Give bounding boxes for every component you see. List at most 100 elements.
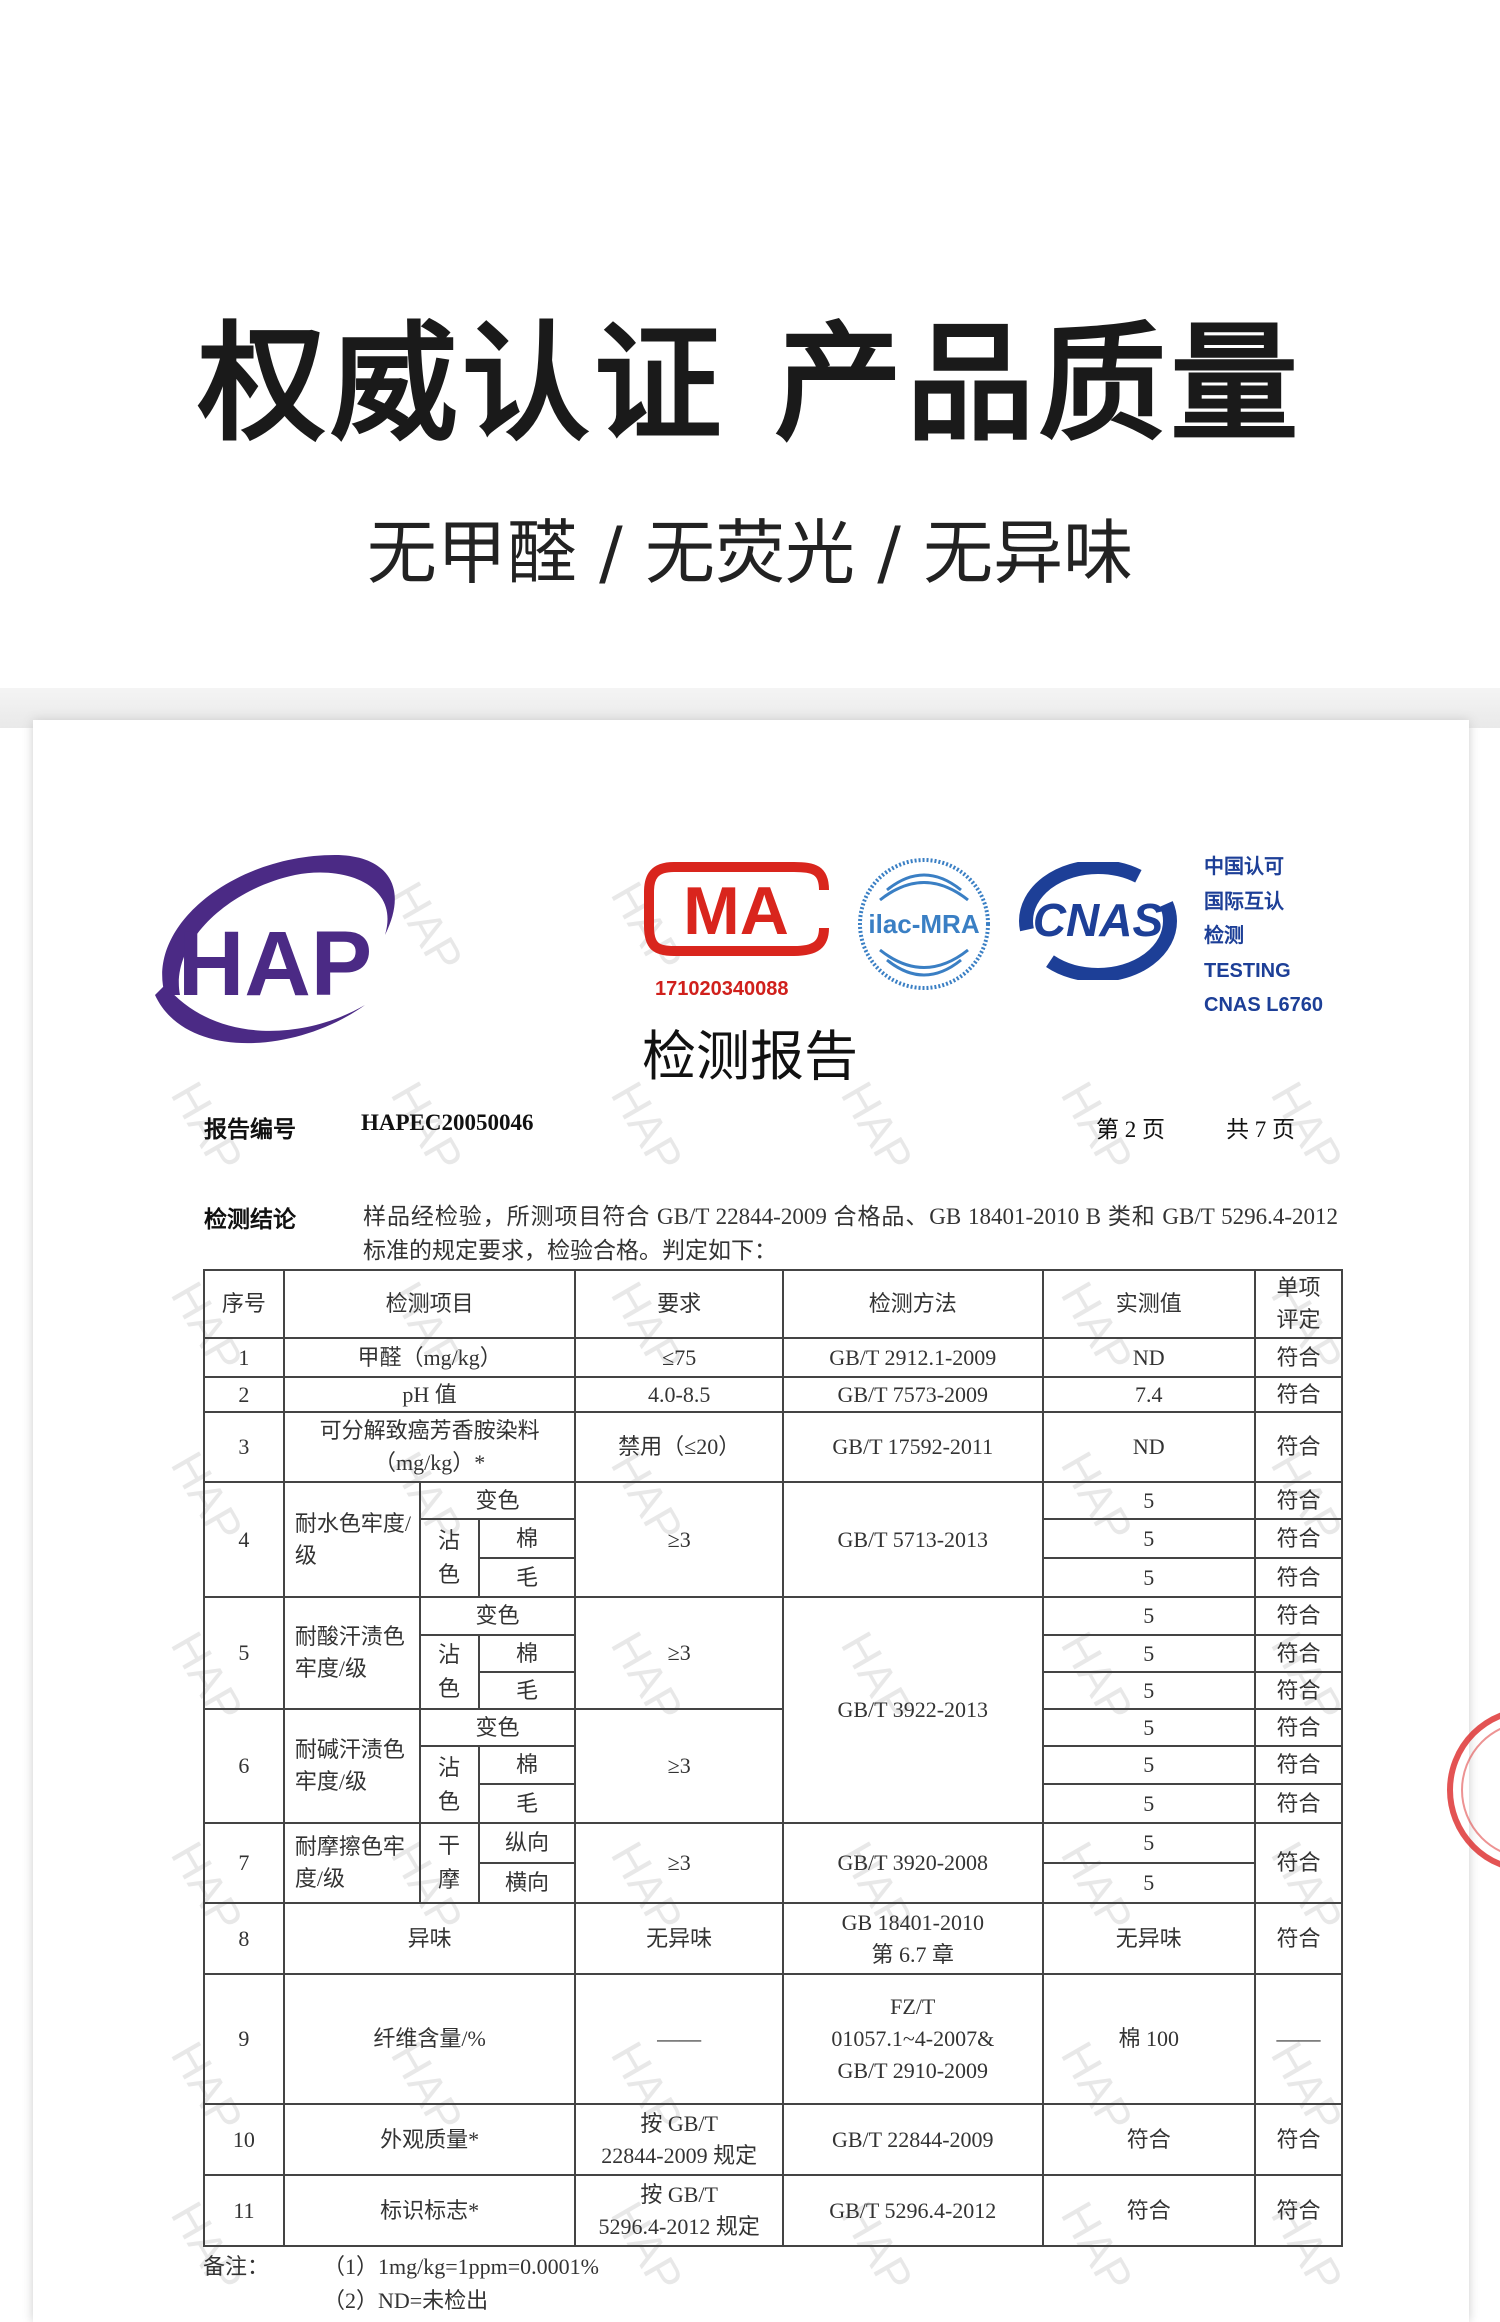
cell-sub: 纵向 — [477, 1822, 577, 1864]
cell-req: 4.0-8.5 — [574, 1376, 784, 1413]
cell-value: 5 — [1041, 1783, 1257, 1824]
table-row: 沾色棉 5 符合 — [204, 1745, 1343, 1824]
table-row: 沾色棉 5 符合 — [204, 1634, 1343, 1710]
cell-verdict: 符合 — [1254, 1337, 1343, 1378]
cell-value: ND — [1041, 1411, 1257, 1483]
conclusion-label: 检测结论 — [204, 1207, 296, 1232]
cell-item: 可分解致癌芳香胺染料 （mg/kg）* — [282, 1411, 577, 1483]
table-row: 毛 5 符合 — [204, 1783, 1343, 1824]
method-line: 第 6.7 章 — [871, 1941, 955, 1967]
table-row: 11 标识标志* 按 GB/T 5296.4-2012 规定 GB/T 5296.4-2… — [203, 2174, 1343, 2247]
req-line: 22844-2009 规定 — [601, 2142, 758, 2168]
cell-verdict: 符合 — [1254, 1557, 1343, 1598]
cell-no: 4 — [203, 1481, 285, 1598]
header-req: 要求 — [574, 1269, 784, 1339]
cell-method: FZ/T 01057.1~4-2007& GB/T 2910-2009 — [781, 1973, 1044, 2105]
cell-sub: 沾色 — [418, 1634, 480, 1710]
cell-method: GB/T 5296.4-2012 — [781, 2174, 1044, 2247]
cell-verdict: 符合 — [1254, 1745, 1343, 1785]
conclusion-text: 样品经检验，所测项目符合 GB/T 22844-2009 合格品、GB 1840… — [363, 1204, 1338, 1263]
cell-req: ≥3 — [574, 1708, 784, 1824]
cell-sub: 沾色 — [418, 1518, 480, 1598]
cnas-accreditation-text: 中国认可 国际互认 检测 TESTING CNAS L6760 — [1204, 850, 1323, 1023]
table-row: 2 pH 值 4.0-8.5 GB/T 7573-2009 7.4 符合 — [203, 1376, 1343, 1413]
cell-verdict: 符合 — [1254, 1376, 1343, 1413]
cell-verdict: 符合 — [1254, 1671, 1343, 1710]
cell-value: 5 — [1041, 1481, 1257, 1520]
cell-item: 耐酸汗渍色牢度/级 — [282, 1596, 421, 1710]
cell-value: 7.4 — [1041, 1376, 1257, 1413]
cell-verdict: 符合 — [1254, 1822, 1343, 1904]
cell-req: 无异味 — [574, 1902, 784, 1975]
cell-req: 按 GB/T 22844-2009 规定 — [574, 2103, 784, 2176]
header-method: 检测方法 — [781, 1269, 1044, 1339]
cell-value: 5 — [1041, 1822, 1257, 1864]
svg-text:MA: MA — [683, 873, 789, 949]
table-row: 4 耐水色牢度/级 变色 ≥3 GB/T 5713-2013 5 符合 — [203, 1481, 1343, 1598]
table-row: 5 耐酸汗渍色牢度/级 变色 ≥3 GB/T 3922-2013 5 符合 — [203, 1596, 1343, 1824]
cell-item: 耐摩擦色牢度/级 — [282, 1822, 421, 1904]
cell-value: 5 — [1041, 1596, 1257, 1636]
method-line: FZ/T — [890, 1994, 936, 2019]
cell-method: GB/T 2912.1-2009 — [781, 1337, 1044, 1378]
cma-logo: MA — [644, 862, 829, 956]
table-row: 横向 5 — [204, 1862, 1342, 1904]
table-row: 7 耐摩擦色牢度/级 干摩 纵向 ≥3 GB/T 3920-2008 5 符合 — [203, 1822, 1343, 1904]
hap-logo: HAP — [155, 855, 395, 1044]
page-number: 第 2 页 — [1096, 1117, 1165, 1142]
cell-item: 耐水色牢度/级 — [282, 1481, 421, 1598]
cell-sub: 棉 — [477, 1518, 577, 1559]
cell-sub: 毛 — [477, 1671, 577, 1710]
cell-sub: 沾色 — [418, 1745, 480, 1824]
cell-no: 6 — [203, 1708, 285, 1824]
page-total: 共 7 页 — [1226, 1117, 1295, 1142]
cell-item: 甲醛（mg/kg） — [282, 1337, 577, 1378]
cell-verdict: 符合 — [1254, 1783, 1343, 1824]
cell-method: GB/T 22844-2009 — [781, 2103, 1044, 2176]
cell-sub: 变色 — [418, 1708, 577, 1747]
cell-no: 5 — [203, 1596, 285, 1710]
method-line: 01057.1~4-2007& — [831, 2026, 995, 2051]
cell-req: 禁用（≤20） — [574, 1411, 784, 1483]
cell-value: 无异味 — [1041, 1902, 1257, 1975]
cell-item: 纤维含量/% — [282, 1973, 577, 2105]
cell-item: 外观质量* — [282, 2103, 577, 2176]
note-item: （1）1mg/kg=1ppm=0.0001% — [323, 2254, 599, 2279]
cell-sub: 棉 — [477, 1634, 577, 1673]
table-header: 序号 检测项目 要求 检测方法 实测值 单项评定 — [203, 1269, 1343, 1339]
cell-sub: 毛 — [477, 1783, 577, 1824]
req-line: 按 GB/T — [640, 2181, 718, 2207]
cell-method: GB/T 3920-2008 — [781, 1822, 1044, 1904]
header-item: 检测项目 — [282, 1269, 577, 1339]
method-line: GB 18401-2010 — [841, 1909, 984, 1935]
cell-req: ≤75 — [574, 1337, 784, 1378]
cell-sub: 棉 — [477, 1745, 577, 1785]
cell-value: 符合 — [1041, 2174, 1257, 2247]
cell-verdict: 符合 — [1254, 1518, 1343, 1559]
table-row: 3 可分解致癌芳香胺染料 （mg/kg）* 禁用（≤20） GB/T 17592-201… — [203, 1411, 1343, 1483]
svg-text:ilac-MRA: ilac-MRA — [868, 909, 979, 939]
cnas-line: 国际互认 — [1204, 890, 1284, 913]
cma-number: 171020340088 — [655, 978, 789, 1000]
notes: 备注： （1）1mg/kg=1ppm=0.0001% （2）ND=未检出 — [203, 2250, 599, 2313]
req-line: 5296.4-2012 规定 — [598, 2213, 760, 2239]
table-row: 毛 5 符合 — [204, 1557, 1343, 1598]
cell-sub: 变色 — [418, 1596, 577, 1636]
cell-verdict: 符合 — [1254, 1708, 1343, 1747]
cell-verdict: 符合 — [1254, 2174, 1343, 2247]
cell-item-line: （mg/kg）* — [373, 1450, 486, 1475]
cell-no: 10 — [203, 2103, 285, 2176]
ilac-mra-logo: ilac-MRA — [858, 858, 990, 990]
cell-no: 8 — [203, 1902, 285, 1975]
req-line: 按 GB/T — [640, 2110, 718, 2136]
cell-req: ≥3 — [574, 1481, 784, 1598]
cell-method: GB/T 17592-2011 — [781, 1411, 1044, 1483]
report-number: HAPEC20050046 — [361, 1110, 534, 1135]
cell-value: 5 — [1041, 1634, 1257, 1673]
cell-method: GB/T 3922-2013 — [781, 1596, 1044, 1824]
table-row: 10 外观质量* 按 GB/T 22844-2009 规定 GB/T 22844-200… — [203, 2103, 1343, 2176]
note-item: （2）ND=未检出 — [323, 2288, 489, 2313]
table-row: 6 耐碱汗渍色牢度/级 变色 ≥3 5 符合 — [203, 1708, 1343, 1824]
cell-no: 11 — [203, 2174, 285, 2247]
table-row: 1 甲醛（mg/kg） ≤75 GB/T 2912.1-2009 ND 符合 — [203, 1337, 1343, 1378]
